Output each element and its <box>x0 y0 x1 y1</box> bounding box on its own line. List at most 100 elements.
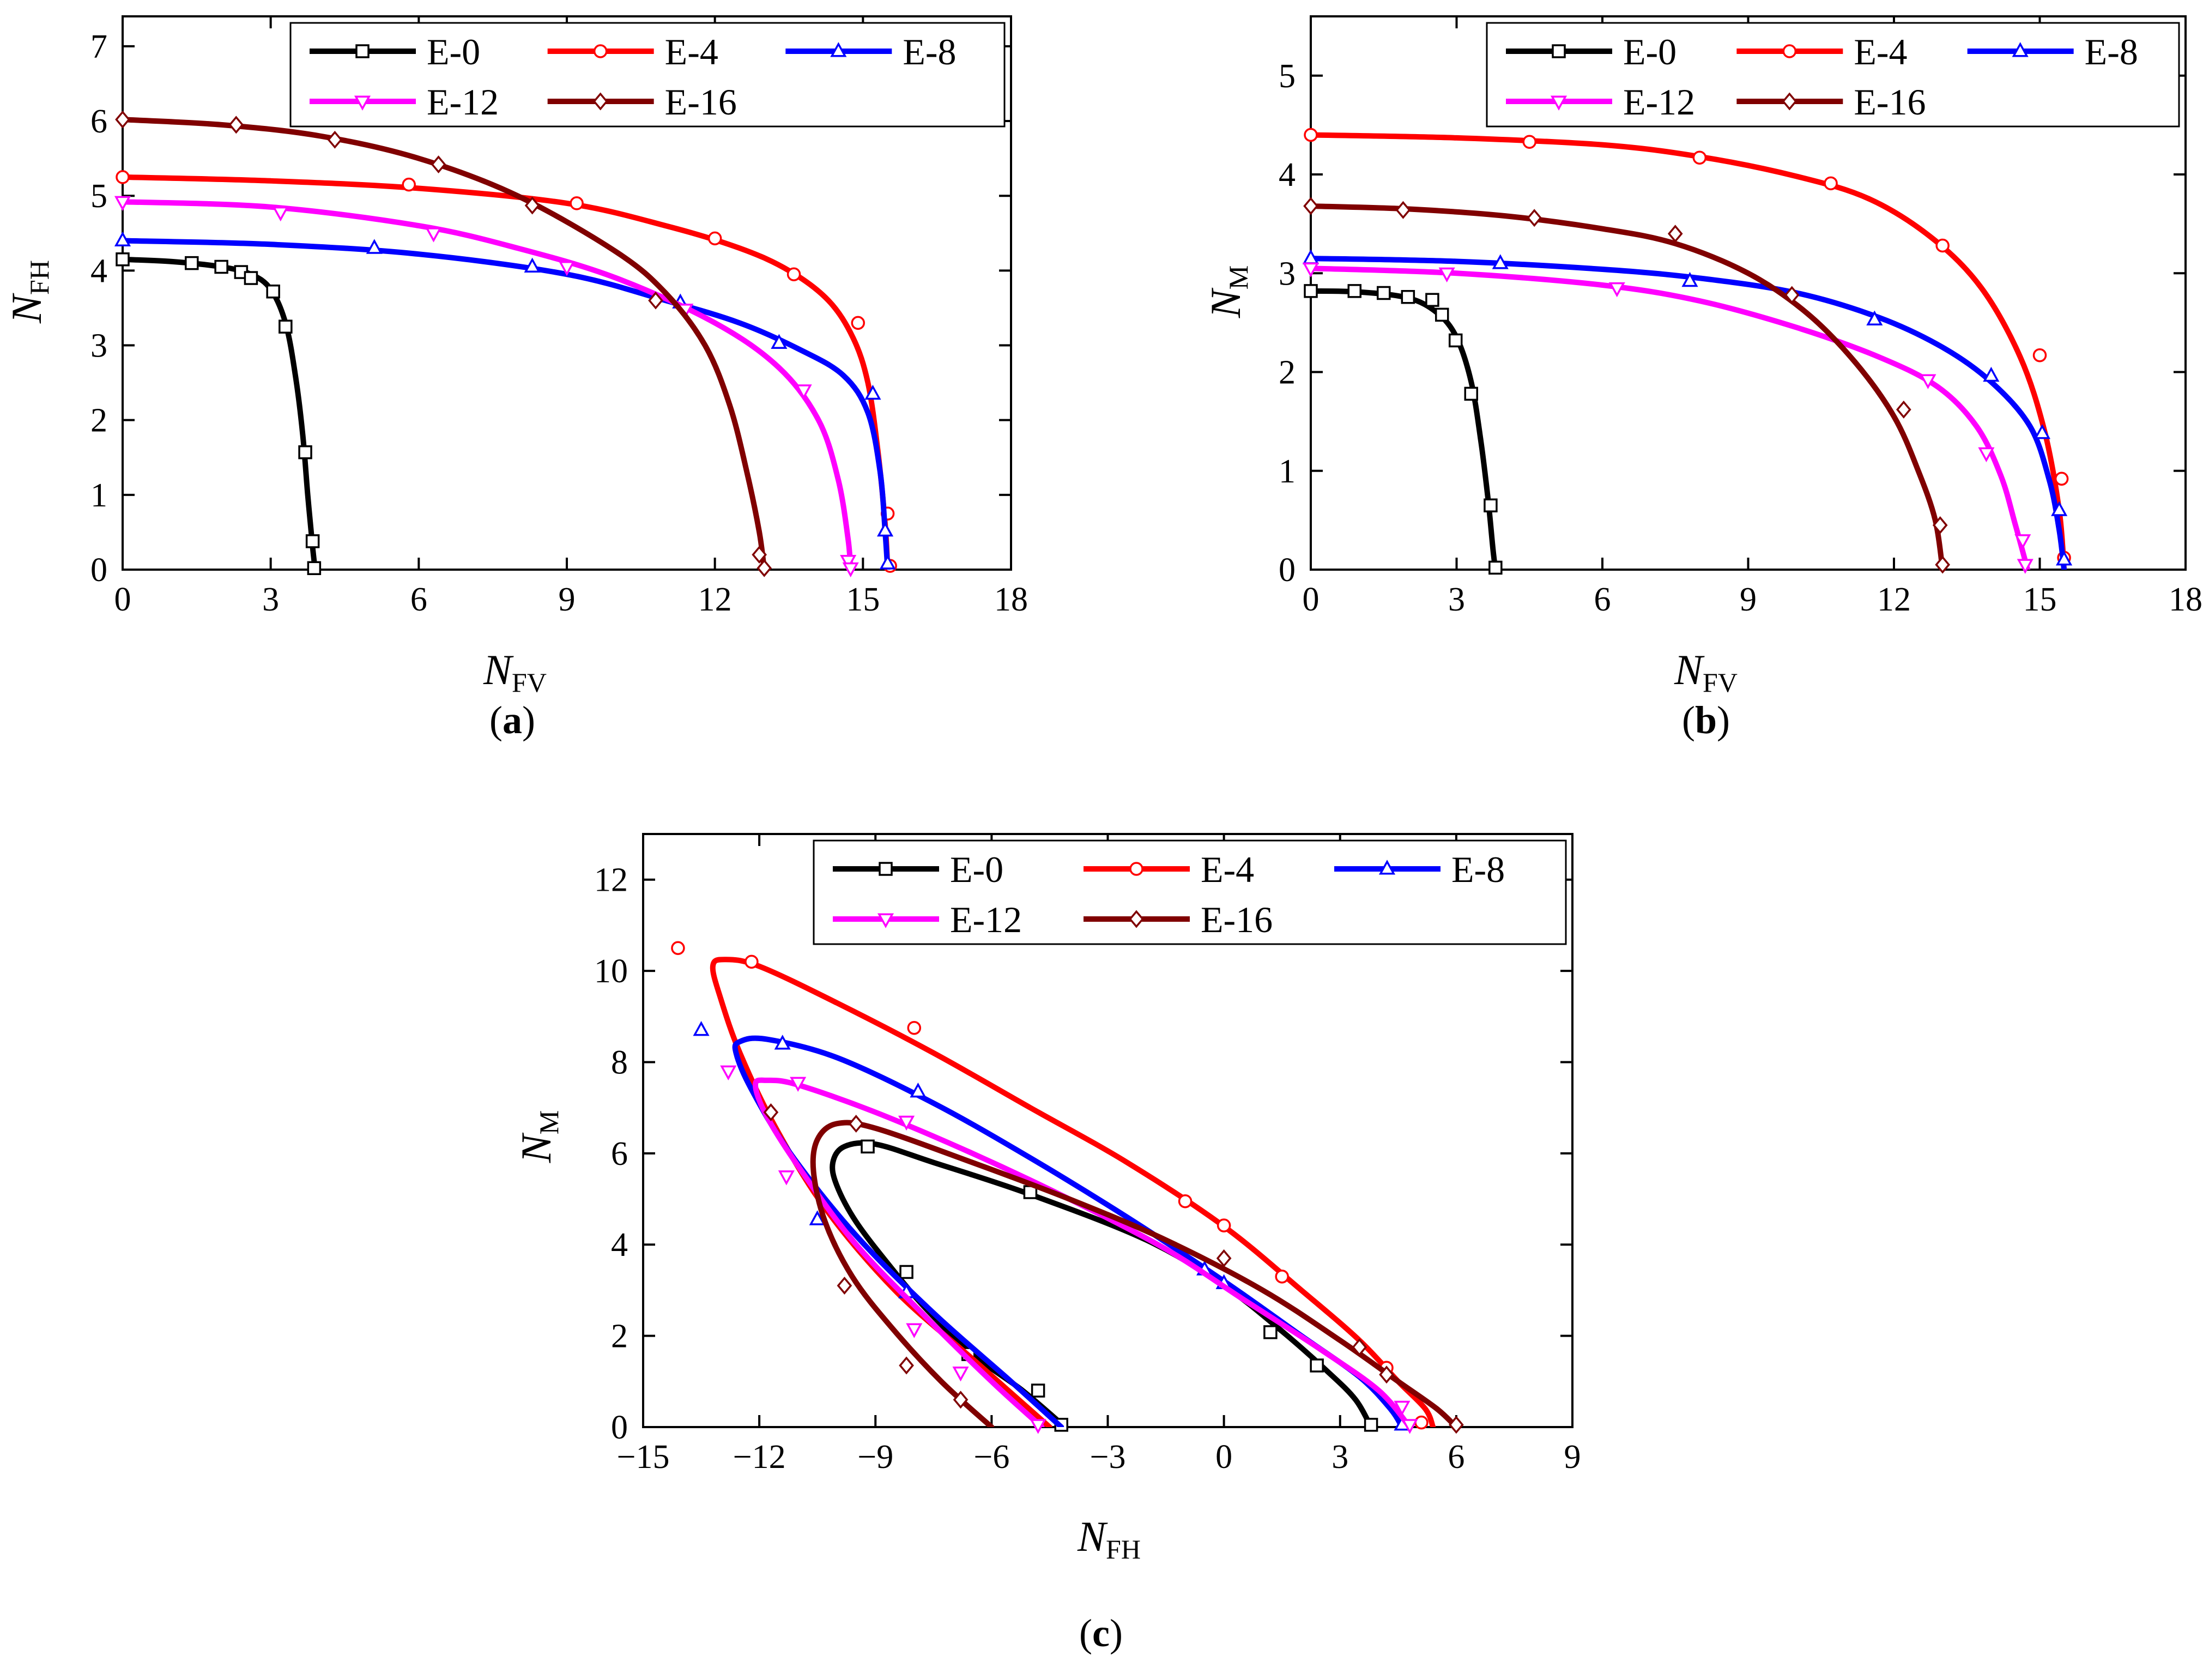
data-point-e-0 <box>298 445 312 460</box>
data-point-e-8 <box>366 239 383 254</box>
data-point-e-0 <box>1377 286 1391 300</box>
legend-marker-e-4 <box>1129 862 1143 876</box>
x-tick-label: 3 <box>1332 1439 1348 1476</box>
x-axis-label-subscript: FV <box>512 667 547 698</box>
data-point-e-16 <box>1932 516 1948 534</box>
data-point-e-4 <box>1275 1270 1289 1284</box>
data-point-e-16 <box>953 1391 969 1409</box>
data-point-e-8 <box>809 1210 826 1225</box>
panel-c: −15 −12 −9 −6 −3 0 3 6 9 0 2 4 6 8 10 12 NFH NM E-0 E-4 E-8 E… <box>512 833 1581 1655</box>
data-point-e-4 <box>1304 128 1318 142</box>
y-tick-label: 1 <box>90 477 107 514</box>
data-point-e-8 <box>2033 424 2051 439</box>
legend-marker-e-8 <box>2012 42 2029 57</box>
data-point-e-0 <box>1364 1418 1378 1432</box>
data-point-e-16 <box>1935 555 1951 574</box>
y-tick-label: 0 <box>90 552 107 589</box>
y-axis-label-subscript: FH <box>24 260 55 295</box>
data-point-e-8 <box>2056 551 2073 566</box>
data-point-e-4 <box>1414 1415 1429 1430</box>
data-point-e-0 <box>214 259 228 274</box>
x-axis-label-subscript: FV <box>1703 667 1738 698</box>
data-point-e-12 <box>795 384 812 400</box>
data-point-e-12 <box>272 206 289 222</box>
data-point-e-12 <box>898 1115 915 1131</box>
x-tick-label: 0 <box>114 581 131 618</box>
data-point-e-12 <box>1920 374 1936 389</box>
series-line-e-16 <box>1311 203 1946 570</box>
caption-paren-close: ) <box>1110 1611 1123 1655</box>
data-point-e-0 <box>899 1265 913 1279</box>
x-tick-label: 3 <box>1448 581 1465 618</box>
data-point-e-16 <box>848 1114 864 1133</box>
caption-letter: a <box>503 698 522 742</box>
data-point-e-4 <box>2054 472 2069 486</box>
legend-label-e-16: E-16 <box>1854 81 1926 123</box>
data-point-e-0 <box>1448 333 1463 348</box>
data-point-e-4 <box>745 954 759 969</box>
legend-marker-e-0 <box>879 862 893 876</box>
data-point-e-16 <box>1896 400 1911 419</box>
data-point-e-4 <box>851 316 866 330</box>
legend-label-e-8: E-8 <box>1451 849 1505 890</box>
legend-marker-e-8 <box>1378 860 1396 875</box>
data-point-e-16 <box>756 559 772 577</box>
x-tick-label: 12 <box>1877 581 1911 618</box>
x-tick-label: −9 <box>857 1439 893 1476</box>
legend-label-e-4: E-4 <box>665 31 718 72</box>
data-point-e-8 <box>524 257 541 273</box>
x-tick-label: 0 <box>1303 581 1320 618</box>
legend-label-e-8: E-8 <box>903 31 956 72</box>
x-axis-label: NFH <box>1077 1513 1141 1564</box>
series-line-e-4 <box>123 174 891 570</box>
x-tick-label: 18 <box>2169 581 2202 618</box>
legend-box <box>813 839 1567 945</box>
data-point-e-12 <box>840 554 857 570</box>
data-point-e-12 <box>778 1170 795 1186</box>
data-point-e-8 <box>877 521 894 537</box>
data-point-e-4 <box>1522 135 1536 149</box>
caption-letter: c <box>1092 1611 1110 1655</box>
legend-marker-e-16 <box>1129 910 1144 928</box>
data-point-e-4 <box>671 941 685 955</box>
y-tick-label: 4 <box>90 252 107 289</box>
data-point-e-0 <box>116 252 130 267</box>
data-point-e-4 <box>1935 238 1950 253</box>
data-point-e-16 <box>648 291 663 310</box>
data-point-e-4 <box>402 177 416 192</box>
data-point-e-0 <box>1347 284 1361 298</box>
data-point-e-12 <box>1978 447 1995 462</box>
x-axis-label-subscript: FH <box>1106 1534 1141 1564</box>
caption-paren-close: ) <box>1717 698 1730 742</box>
y-tick-label: 6 <box>90 103 107 140</box>
data-point-e-12 <box>790 1077 807 1092</box>
y-tick-label: 2 <box>611 1318 628 1355</box>
data-point-e-0 <box>185 256 199 270</box>
x-tick-label: −12 <box>733 1439 786 1476</box>
series-line-e-0 <box>1311 288 1498 570</box>
data-point-e-8 <box>1983 366 2000 382</box>
legend-label-e-4: E-4 <box>1201 849 1254 890</box>
caption-paren-open: ( <box>1682 698 1695 742</box>
data-point-e-8 <box>1681 271 1698 287</box>
data-point-e-8 <box>1866 310 1883 325</box>
legend-marker-e-12 <box>1550 95 1567 111</box>
y-tick-label: 4 <box>611 1226 628 1264</box>
data-point-e-0 <box>1401 290 1415 304</box>
data-point-e-16 <box>1527 209 1542 227</box>
data-point-e-12 <box>1401 1419 1418 1434</box>
legend-marker-e-12 <box>354 95 371 111</box>
data-point-e-0 <box>244 271 258 285</box>
data-point-e-8 <box>774 1035 791 1050</box>
y-tick-label: 2 <box>90 402 107 439</box>
x-tick-label: 6 <box>410 581 427 618</box>
data-point-e-16 <box>524 196 540 215</box>
data-point-e-4 <box>116 170 130 184</box>
series-line-e-16 <box>123 117 767 570</box>
data-point-e-4 <box>907 1020 922 1035</box>
data-point-e-0 <box>307 561 322 576</box>
y-axis-label: NM <box>1202 265 1254 319</box>
x-tick-label: 15 <box>2023 581 2057 618</box>
data-point-e-16 <box>1303 197 1318 215</box>
